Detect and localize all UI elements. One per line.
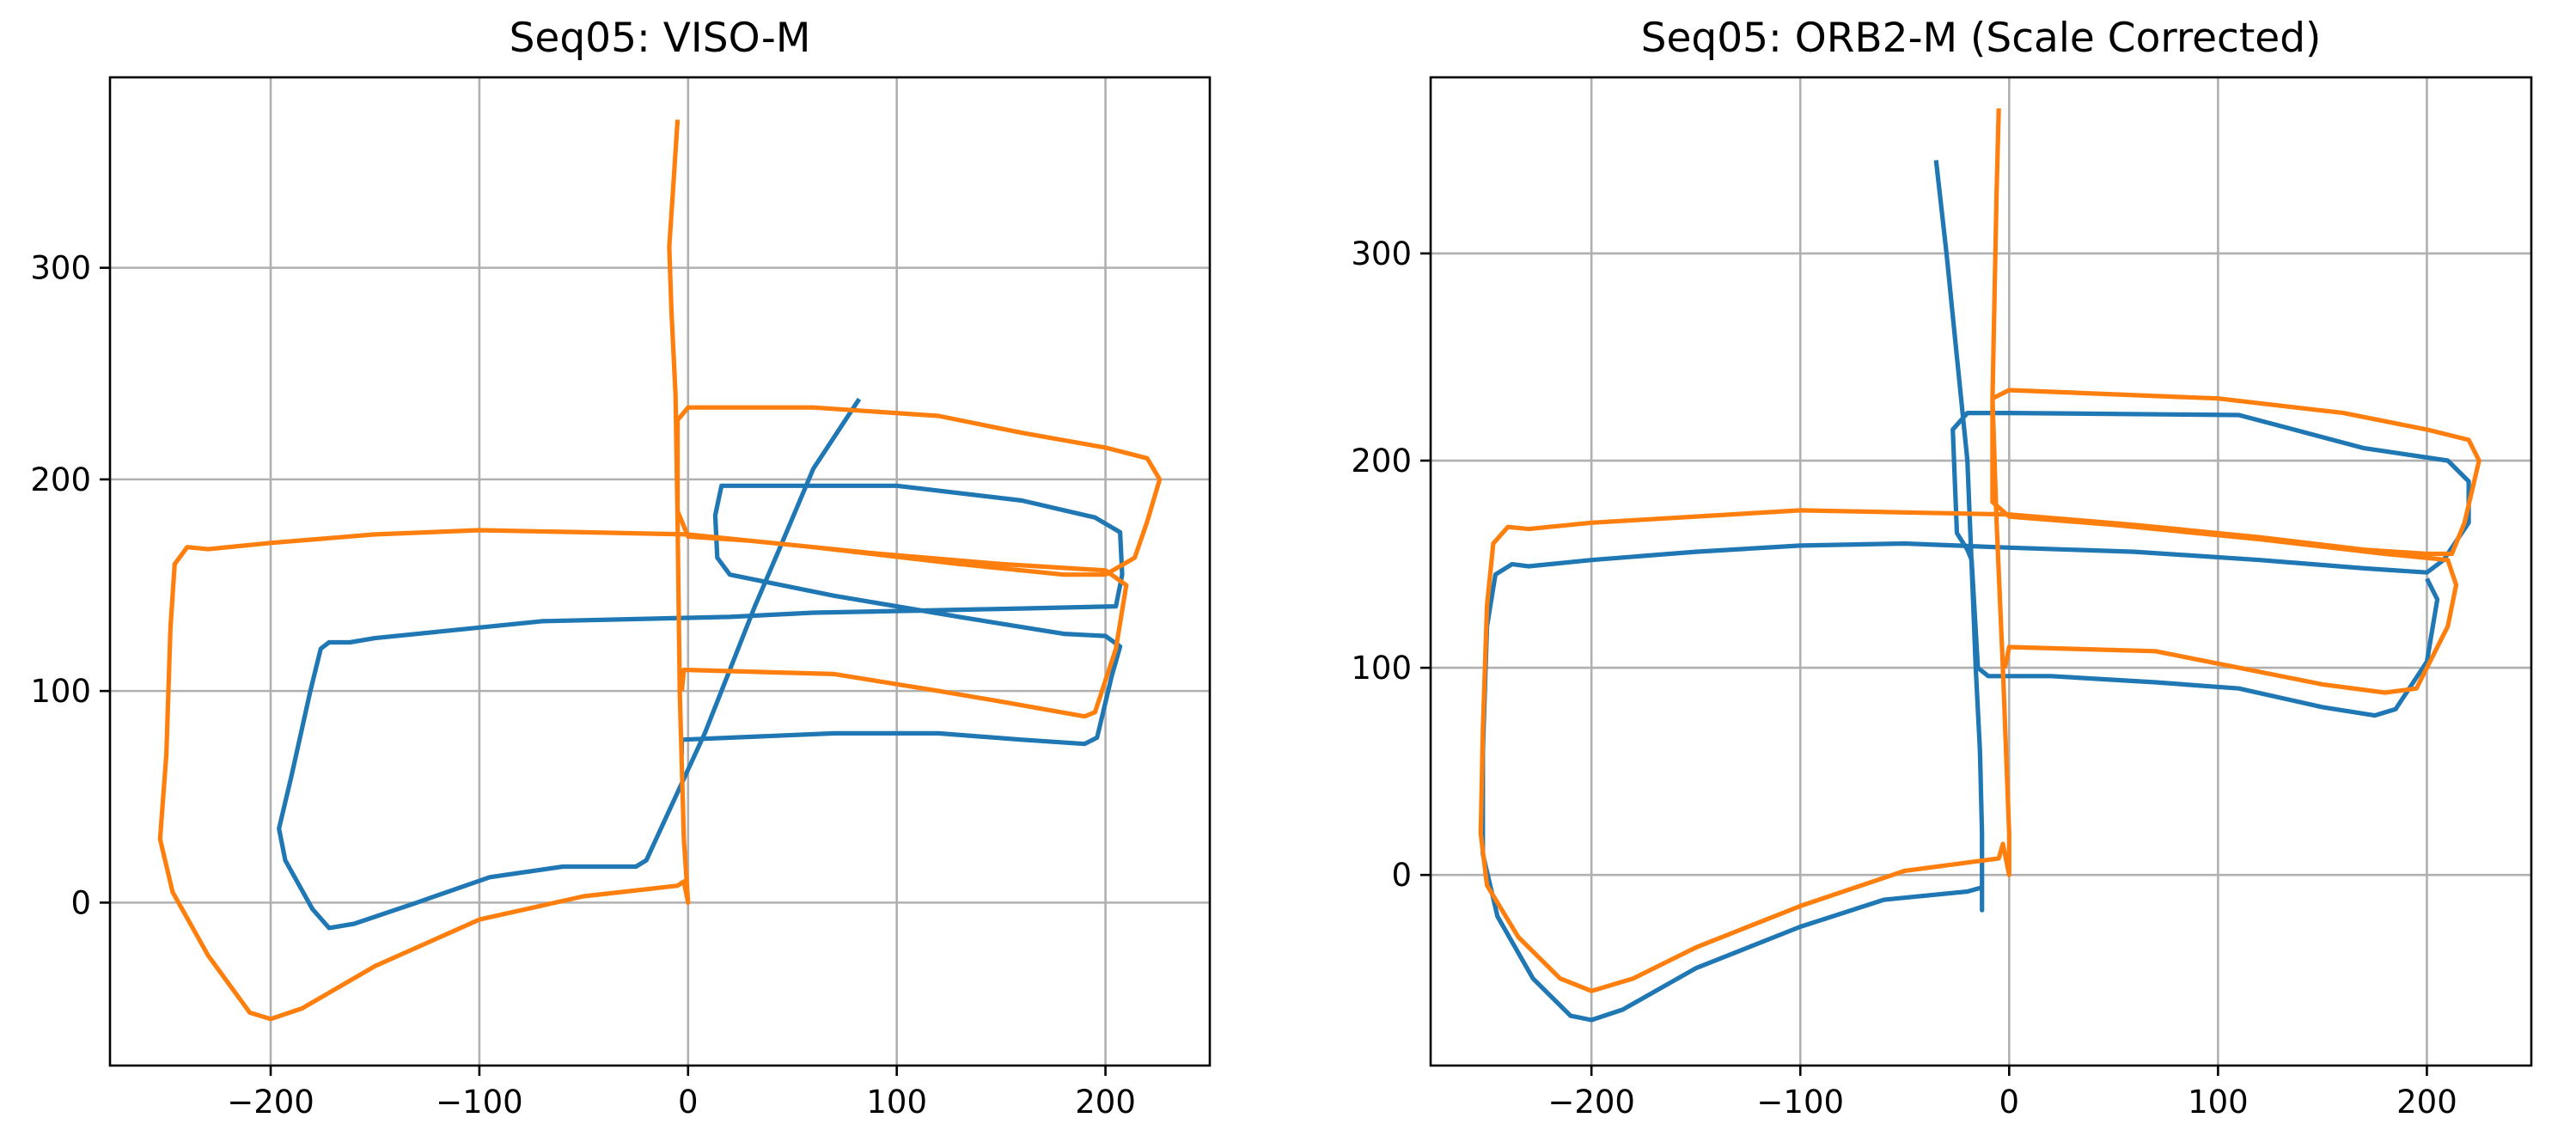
x-tick-label: −200: [227, 1084, 314, 1121]
chart-title: Seq05: ORB2-M (Scale Corrected): [1641, 15, 2322, 62]
chart-panel-viso-m: Seq05: VISO-M −200 −100 0 100 200 0 100 200 300: [30, 15, 1212, 1121]
x-tick-label: −100: [436, 1084, 523, 1121]
chart-panel-orb2-m: Seq05: ORB2-M (Scale Corrected) −200 −100…: [1351, 15, 2533, 1121]
y-tick-label: 100: [1351, 650, 1412, 687]
y-tick-label: 100: [30, 673, 91, 710]
x-tick-label: 0: [1999, 1084, 2020, 1121]
y-tick-label: 300: [30, 250, 91, 287]
series-line-orange: [157, 119, 1163, 1022]
y-tick-label: 200: [1351, 443, 1412, 479]
x-tick-label: 0: [678, 1084, 699, 1121]
y-tick-label: 0: [70, 884, 91, 921]
x-tick-label: −100: [1756, 1084, 1844, 1121]
x-tick-label: 200: [1075, 1084, 1136, 1121]
series-line-orange: [1478, 108, 2481, 993]
series-line-blue: [1480, 160, 2471, 1023]
axes-frame: [1429, 76, 2533, 1067]
x-tick-label: 100: [2188, 1084, 2249, 1121]
x-tick-label: −200: [1547, 1084, 1635, 1121]
y-tick-label: 300: [1351, 235, 1412, 272]
x-tick-label: 100: [866, 1084, 927, 1121]
y-tick-label: 200: [30, 461, 91, 498]
x-tick-label: 200: [2396, 1084, 2457, 1121]
series-line-blue: [277, 397, 1125, 931]
axes-frame: [108, 76, 1212, 1067]
y-tick-label: 0: [1391, 857, 1412, 894]
chart-title: Seq05: VISO-M: [510, 15, 811, 62]
